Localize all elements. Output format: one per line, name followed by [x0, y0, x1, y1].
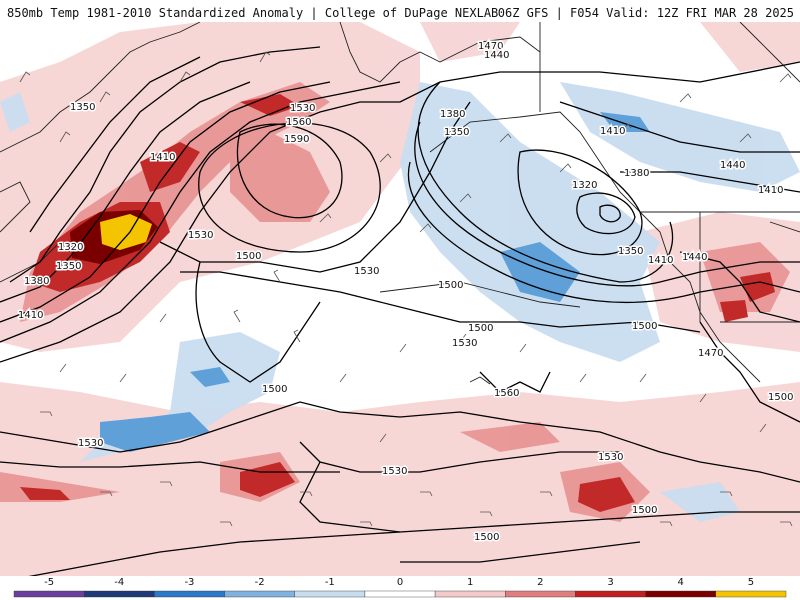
contour-label: 1320 [572, 180, 597, 191]
map-title: 850mb Temp 1981-2010 Standardized Anomal… [7, 6, 499, 20]
legend-color-swatch [83, 590, 155, 598]
header: 850mb Temp 1981-2010 Standardized Anomal… [0, 0, 800, 22]
contour-label: 1350 [618, 246, 643, 257]
contour-label: 1530 [452, 338, 477, 349]
contour-label: 1380 [24, 276, 49, 287]
height-contours [0, 46, 800, 576]
legend-tick-label: 1 [467, 577, 473, 588]
contour-label: 1440 [720, 160, 745, 171]
contour-label: 1530 [354, 266, 379, 277]
color-legend: -5 -4 -3 -2 -1 0 1 2 3 4 5 [0, 576, 800, 600]
legend-color-swatch [13, 590, 85, 598]
contour-label: 1440 [682, 252, 707, 263]
contour-label: 1440 [484, 50, 509, 61]
legend-tick-label: 5 [748, 577, 754, 588]
contour-label: 1410 [648, 255, 673, 266]
contour-label: 1380 [624, 168, 649, 179]
legend-tick-label: 3 [607, 577, 613, 588]
contour-label: 1350 [444, 127, 469, 138]
legend-tick-label: -2 [255, 577, 265, 588]
contour-label: 1500 [236, 251, 261, 262]
contour-label: 1500 [262, 384, 287, 395]
contour-label: 1410 [150, 152, 175, 163]
contour-label: 1530 [188, 230, 213, 241]
weather-map: 1350 1410 1320 1350 1380 1410 1530 1560 … [0, 22, 800, 576]
contour-label: 1380 [440, 109, 465, 120]
legend-color-swatch [154, 590, 225, 598]
contour-label: 1500 [468, 323, 493, 334]
contour-label: 1350 [70, 102, 95, 113]
contour-label: 1410 [18, 310, 43, 321]
contour-label: 1530 [382, 466, 407, 477]
contour-label: 1530 [78, 438, 103, 449]
legend-canvas: -5 -4 -3 -2 -1 0 1 2 3 4 5 [13, 577, 787, 598]
legend-color-swatch [715, 590, 787, 598]
legend-ticks: -5 -4 -3 -2 -1 0 1 2 3 4 5 [44, 577, 754, 588]
contour-label: 1410 [758, 185, 783, 196]
contour-label: 1410 [600, 126, 625, 137]
contour-label: 1470 [698, 348, 723, 359]
negative-anomaly-medium [100, 112, 650, 452]
legend-color-swatch [575, 590, 646, 598]
contour-label: 1500 [438, 280, 463, 291]
legend-color-swatch [294, 590, 366, 598]
legend-tick-label: -5 [44, 577, 54, 588]
contour-label: 1530 [598, 452, 623, 463]
legend-tick-label: 4 [678, 577, 684, 588]
contour-label: 1350 [56, 261, 81, 272]
contour-label: 1500 [768, 392, 793, 403]
legend-color-bar [13, 590, 787, 598]
contour-label: 1530 [290, 103, 315, 114]
legend-color-swatch [364, 590, 436, 598]
contour-label: 1560 [494, 388, 519, 399]
positive-anomaly-extreme [70, 210, 158, 264]
legend-tick-label: -1 [325, 577, 335, 588]
contour-label: 1560 [286, 117, 311, 128]
legend-color-swatch [224, 590, 295, 598]
legend-tick-label: 2 [537, 577, 543, 588]
contour-label: 1590 [284, 134, 309, 145]
legend-tick-label: -4 [114, 577, 124, 588]
legend-tick-label: 0 [397, 577, 403, 588]
contour-labels: 1350 1410 1320 1350 1380 1410 1530 1560 … [17, 40, 795, 545]
contour-label: 1320 [58, 242, 83, 253]
wind-barbs [19, 51, 793, 527]
contour-label: 1500 [474, 532, 499, 543]
legend-tick-label: -3 [184, 577, 194, 588]
legend-color-swatch [434, 590, 506, 598]
contour-label: 1500 [632, 321, 657, 332]
legend-color-swatch [505, 590, 576, 598]
contour-label: 1500 [632, 505, 657, 516]
contour-label: 1470 [478, 41, 503, 52]
map-canvas: 1350 1410 1320 1350 1380 1410 1530 1560 … [0, 22, 800, 576]
model-run-info: 06Z GFS | F054 Valid: 12Z FRI MAR 28 202… [497, 6, 794, 20]
legend-color-swatch [645, 590, 717, 598]
